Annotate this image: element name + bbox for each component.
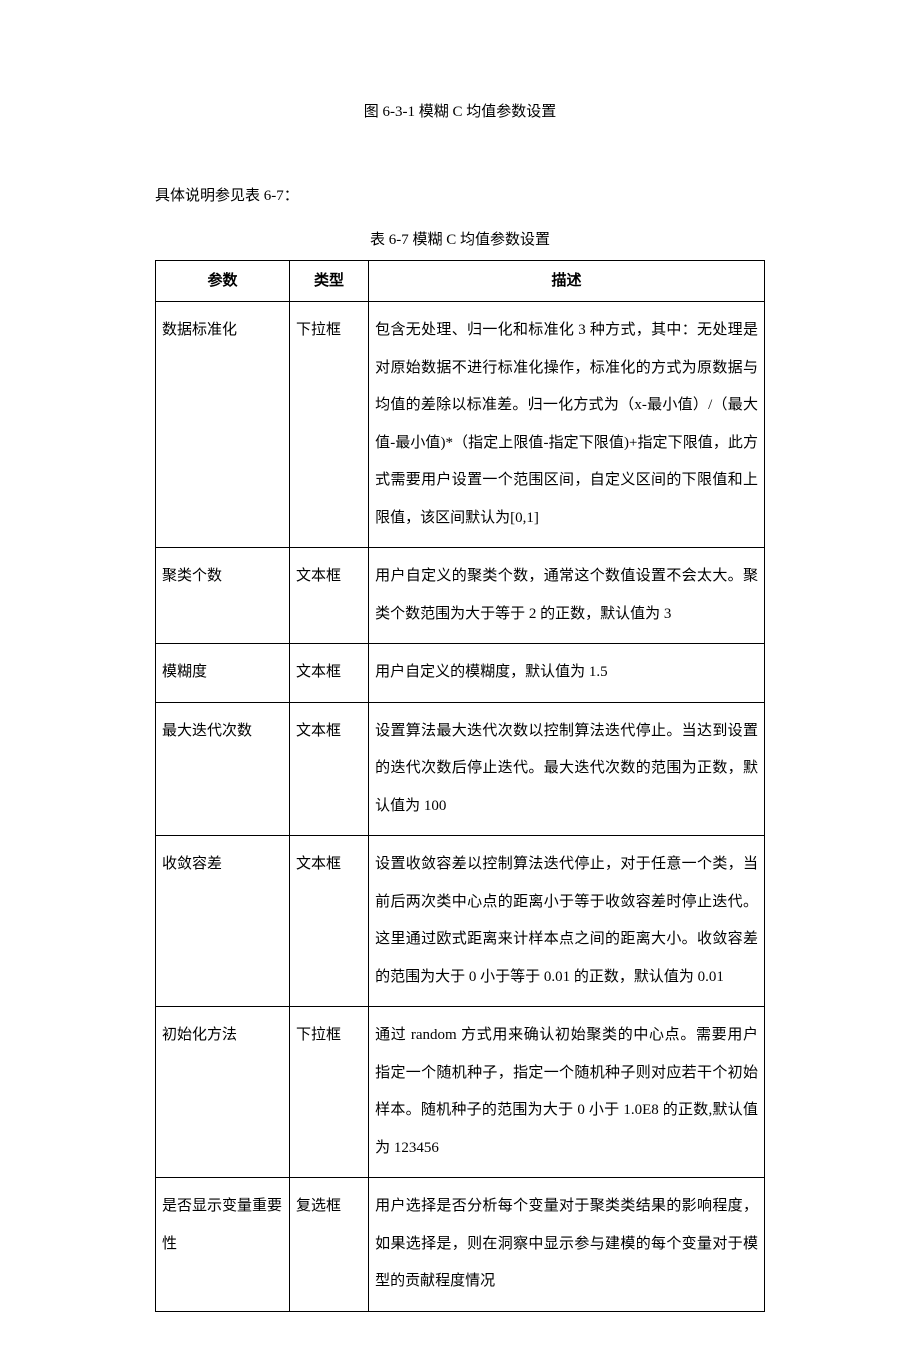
header-desc: 描述 [369, 261, 765, 302]
table-row: 最大迭代次数文本框设置算法最大迭代次数以控制算法迭代停止。当达到设置的迭代次数后… [156, 702, 765, 836]
cell-param: 聚类个数 [156, 548, 290, 644]
table-row: 收敛容差文本框设置收敛容差以控制算法迭代停止，对于任意一个类，当前后两次类中心点… [156, 836, 765, 1007]
cell-type: 文本框 [289, 644, 368, 703]
table-row: 聚类个数文本框用户自定义的聚类个数，通常这个数值设置不会太大。聚类个数范围为大于… [156, 548, 765, 644]
cell-param: 收敛容差 [156, 836, 290, 1007]
cell-type: 复选框 [289, 1178, 368, 1312]
cell-param: 最大迭代次数 [156, 702, 290, 836]
cell-desc: 用户自定义的模糊度，默认值为 1.5 [369, 644, 765, 703]
table-row: 初始化方法下拉框通过 random 方式用来确认初始聚类的中心点。需要用户指定一… [156, 1007, 765, 1178]
cell-desc: 用户自定义的聚类个数，通常这个数值设置不会太大。聚类个数范围为大于等于 2 的正… [369, 548, 765, 644]
header-param: 参数 [156, 261, 290, 302]
figure-caption: 图 6-3-1 模糊 C 均值参数设置 [155, 100, 765, 124]
cell-desc: 设置算法最大迭代次数以控制算法迭代停止。当达到设置的迭代次数后停止迭代。最大迭代… [369, 702, 765, 836]
cell-param: 是否显示变量重要性 [156, 1178, 290, 1312]
cell-desc: 通过 random 方式用来确认初始聚类的中心点。需要用户指定一个随机种子，指定… [369, 1007, 765, 1178]
table-header-row: 参数 类型 描述 [156, 261, 765, 302]
cell-param: 初始化方法 [156, 1007, 290, 1178]
cell-type: 文本框 [289, 548, 368, 644]
params-table: 参数 类型 描述 数据标准化下拉框包含无处理、归一化和标准化 3 种方式，其中：… [155, 260, 765, 1312]
header-type: 类型 [289, 261, 368, 302]
cell-param: 模糊度 [156, 644, 290, 703]
table-caption: 表 6-7 模糊 C 均值参数设置 [155, 228, 765, 252]
table-row: 是否显示变量重要性复选框用户选择是否分析每个变量对于聚类类结果的影响程度，如果选… [156, 1178, 765, 1312]
cell-type: 文本框 [289, 702, 368, 836]
intro-text: 具体说明参见表 6-7： [155, 184, 765, 208]
table-row: 数据标准化下拉框包含无处理、归一化和标准化 3 种方式，其中：无处理是对原始数据… [156, 302, 765, 548]
cell-desc: 设置收敛容差以控制算法迭代停止，对于任意一个类，当前后两次类中心点的距离小于等于… [369, 836, 765, 1007]
cell-type: 文本框 [289, 836, 368, 1007]
cell-param: 数据标准化 [156, 302, 290, 548]
cell-desc: 包含无处理、归一化和标准化 3 种方式，其中：无处理是对原始数据不进行标准化操作… [369, 302, 765, 548]
table-row: 模糊度文本框用户自定义的模糊度，默认值为 1.5 [156, 644, 765, 703]
cell-type: 下拉框 [289, 302, 368, 548]
cell-desc: 用户选择是否分析每个变量对于聚类类结果的影响程度，如果选择是，则在洞察中显示参与… [369, 1178, 765, 1312]
cell-type: 下拉框 [289, 1007, 368, 1178]
